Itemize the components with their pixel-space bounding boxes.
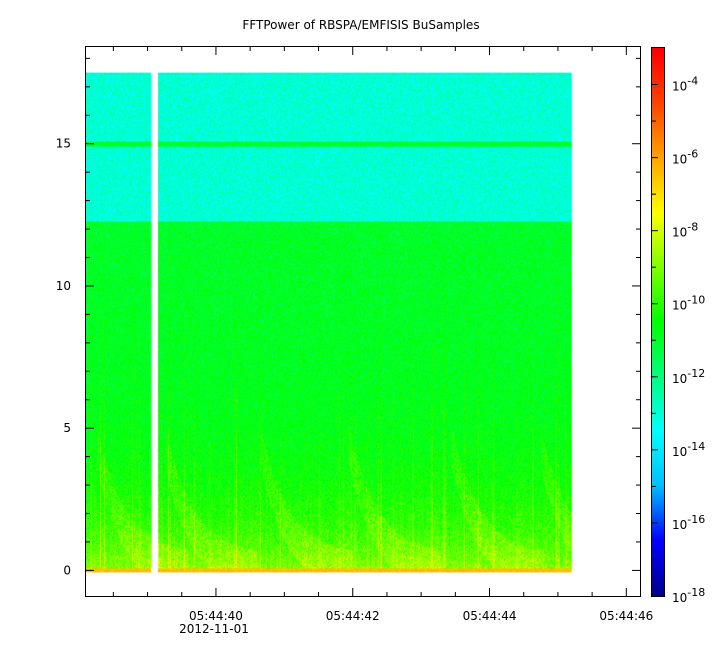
y-tick-label: 0	[63, 563, 71, 577]
x-tick-label: 05:44:46	[599, 609, 653, 623]
colorbar-gradient	[652, 48, 664, 596]
plot-frame	[85, 46, 641, 597]
colorbar-tick-label: 10-10	[672, 294, 705, 313]
colorbar-ticks: 10-18 10-16 10-14 10-12 10-10 10-8 10-6 10-4	[652, 75, 705, 605]
colorbar-tick-label: 10-18	[672, 586, 705, 605]
chart-title: FFTPower of RBSPA/EMFISIS BuSamples	[242, 18, 479, 32]
x-tick-label: 05:44:42	[326, 609, 380, 623]
y-tick-label: 10	[56, 279, 71, 293]
x-axis-date-label: 2012-11-01	[179, 622, 249, 636]
colorbar-tick-label: 10-16	[672, 513, 705, 532]
x-axis-ticks: 05:44:40 05:44:42 05:44:44 05:44:46	[112, 47, 653, 623]
y-axis-ticks: 0 5 10 15	[56, 57, 640, 577]
colorbar-tick-label: 10-12	[672, 367, 705, 386]
y-tick-label: 15	[56, 137, 71, 151]
y-tick-label: 5	[63, 421, 71, 435]
x-tick-label: 05:44:40	[189, 609, 243, 623]
spectrogram-image	[86, 72, 572, 573]
x-tick-label: 05:44:44	[463, 609, 517, 623]
colorbar-tick-label: 10-14	[672, 440, 705, 459]
colorbar-tick-label: 10-4	[672, 75, 698, 94]
colorbar-tick-label: 10-8	[672, 221, 698, 240]
colorbar-tick-label: 10-6	[672, 148, 698, 167]
